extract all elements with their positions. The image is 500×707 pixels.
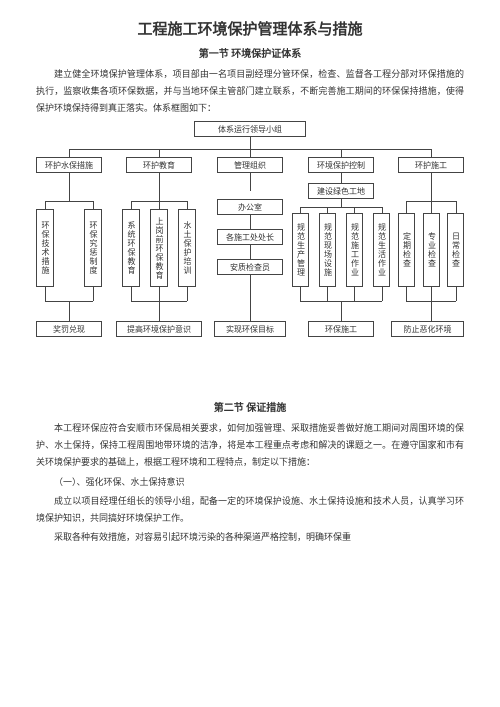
mid2: 安质检查员	[217, 259, 283, 275]
section1-title: 第一节 环境保护证体系	[36, 45, 464, 60]
bottom-4: 防止恶化环境	[391, 321, 464, 337]
para1: 建立健全环境保护管理体系，项目部由一名项目副经理分管环保，检查、监督各工程分部对…	[36, 66, 464, 117]
office: 办公室	[217, 199, 283, 215]
rv2-1: 专业检查	[423, 213, 440, 287]
row2-2: 管理组织	[217, 157, 283, 173]
row2-4: 环护施工	[398, 157, 464, 173]
leftv-0: 环保技术措施	[36, 209, 54, 287]
para4: 采取各种有效措施，对容易引起环境污染的各种渠道严格控制，明确环保重	[36, 529, 464, 546]
green-site: 建设绿色工地	[308, 183, 374, 199]
rv2-0: 定期检查	[398, 213, 415, 287]
bottom-0: 奖罚兑现	[36, 321, 102, 337]
page-title: 工程施工环境保护管理体系与措施	[36, 18, 464, 39]
para3: 成立以项目经理任组长的领导小组，配备一定的环境保护设施、水土保持设施和技术人员，…	[36, 493, 464, 527]
rv1-2: 规范施工作业	[346, 213, 363, 287]
rv2-2: 日常检查	[447, 213, 464, 287]
row2-3: 环境保护控制	[308, 157, 374, 173]
bottom-3: 环保施工	[308, 321, 374, 337]
rv1-1: 规范现场设施	[319, 213, 336, 287]
org-chart: 体系运行领导小组 环护水保措施 环护教育 管理组织 环境保护控制 环护施工 建设…	[36, 121, 464, 391]
leftv-3: 上岗前环保教育	[150, 209, 168, 287]
rv1-0: 规范生产管理	[292, 213, 309, 287]
bottom-1: 提高环境保护意识	[116, 321, 202, 337]
rv1-3: 规范生活作业	[373, 213, 390, 287]
bottom-2: 实现环保目标	[214, 321, 286, 337]
row2-0: 环护水保措施	[36, 157, 102, 173]
mid1: 各施工处处长	[217, 229, 283, 245]
chart-top: 体系运行领导小组	[194, 121, 306, 137]
row2-1: 环护教育	[126, 157, 192, 173]
sub1: （一）、强化环保、水土保持意识	[36, 474, 464, 491]
leftv-4: 水土保护培训	[178, 209, 196, 287]
section2-title: 第二节 保证措施	[36, 399, 464, 414]
para2: 本工程环保应符合安顺市环保局相关要求，如何加强管理、采取措施妥善做好施工期间对周…	[36, 420, 464, 471]
leftv-2: 系统环保教育	[122, 209, 140, 287]
leftv-1: 环保究惩制度	[84, 209, 102, 287]
